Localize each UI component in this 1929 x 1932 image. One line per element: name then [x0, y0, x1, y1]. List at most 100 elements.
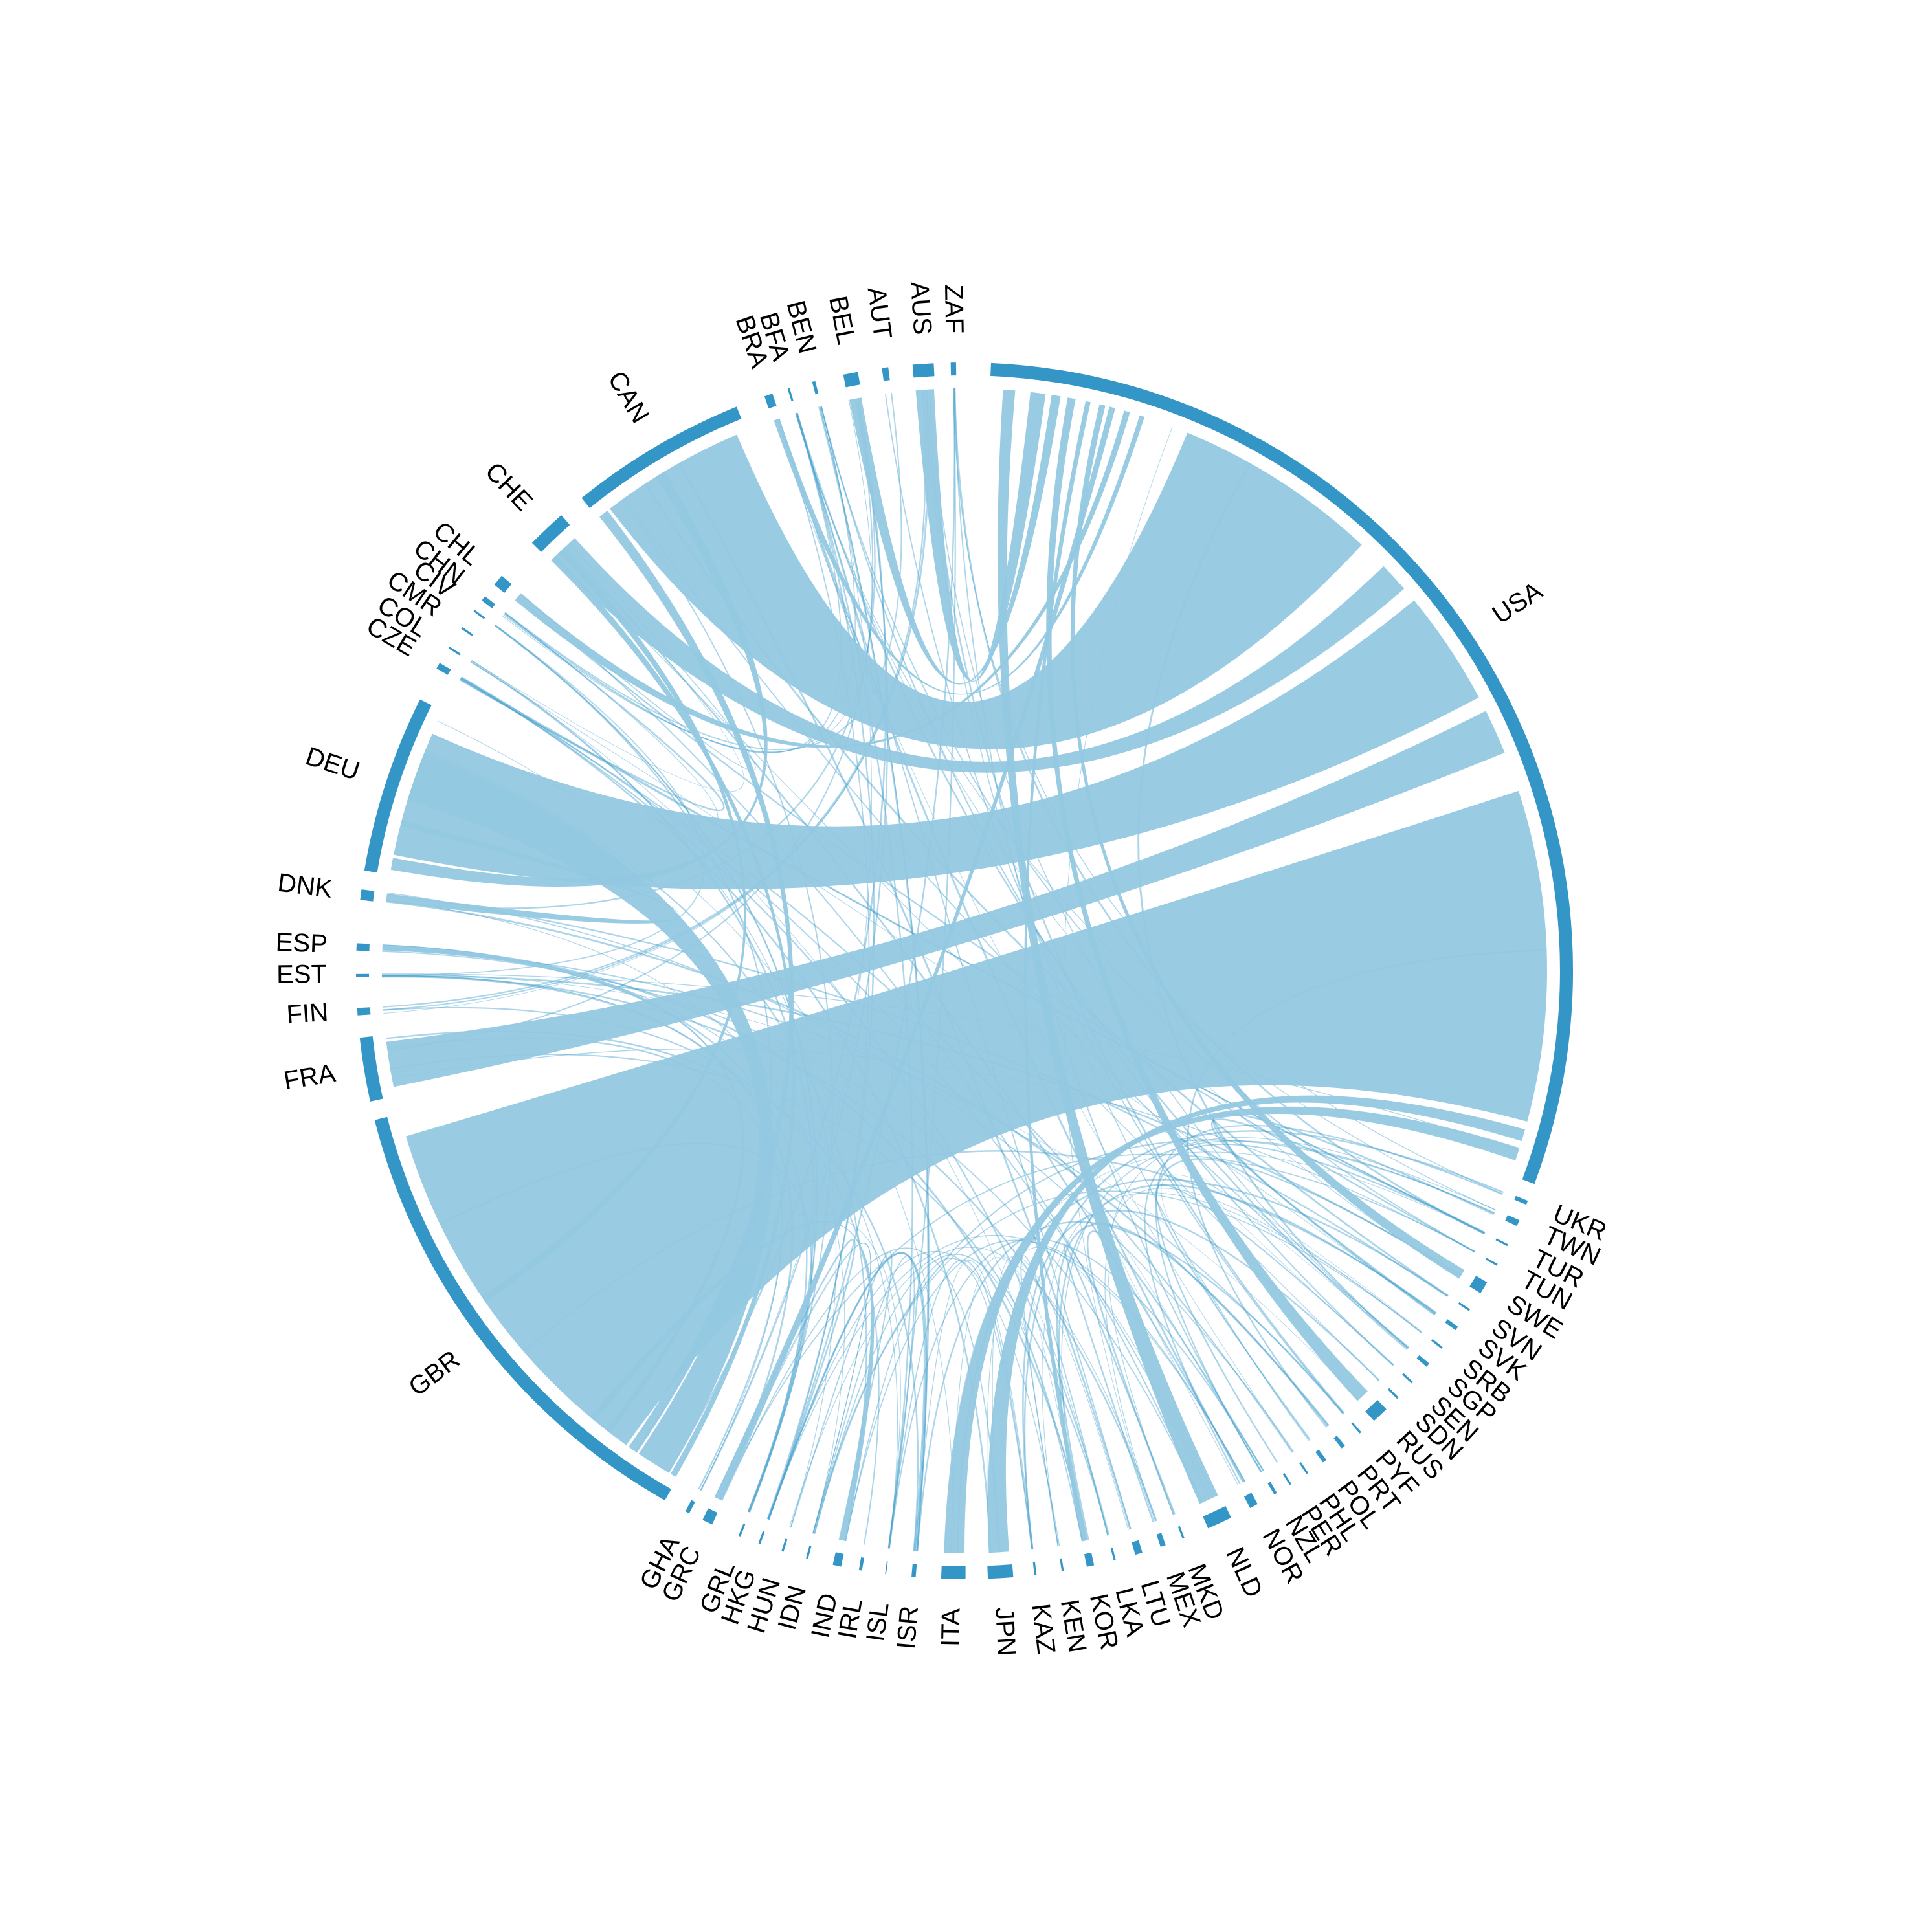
thread-srb-pol — [1161, 1174, 1422, 1441]
sector-arc-prt — [1333, 1436, 1345, 1449]
sector-arc-esp — [356, 943, 370, 951]
thread-nor-ind — [845, 1239, 1245, 1542]
sector-arc-pol — [1315, 1449, 1327, 1463]
sector-arc-swe — [1469, 1276, 1488, 1294]
sector-arc-ltu — [1132, 1540, 1143, 1555]
sector-arc-cmr — [461, 627, 473, 636]
sector-arc-che — [531, 515, 570, 552]
ribbon-usa-kor — [1024, 401, 1091, 1542]
sector-arc-nor — [1243, 1493, 1258, 1508]
sector-label-esp: ESP — [275, 928, 328, 959]
thread-isl-kaz — [887, 1259, 1033, 1550]
sector-arc-twn — [1505, 1215, 1520, 1227]
thread-prt-kor — [1056, 1223, 1329, 1540]
thread-idn-isl — [813, 1255, 915, 1549]
sector-arc-svn — [1458, 1302, 1471, 1311]
thread-kor-idn — [814, 1254, 1083, 1542]
sector-arc-irl — [858, 1557, 864, 1571]
thread-can-grl — [621, 499, 833, 1513]
sector-arc-lka — [1110, 1548, 1116, 1561]
ribbon-layer — [382, 389, 1547, 1554]
thread-hkg-zaf — [768, 388, 955, 1520]
sector-arc-mkd — [1177, 1526, 1185, 1539]
sector-arc-ind — [832, 1552, 844, 1567]
thread-can-sgp — [623, 497, 1410, 1348]
thread-chl-tun — [516, 597, 1475, 1253]
sector-arc-deu — [364, 699, 432, 873]
sector-arc-grl — [738, 1524, 746, 1537]
sector-arc-aus — [912, 363, 935, 378]
ribbon-gbr-deu — [407, 752, 774, 1473]
sector-arc-sgp — [1416, 1355, 1429, 1367]
sector-label-deu: DEU — [302, 742, 363, 786]
thread-kor-twn — [1061, 1140, 1495, 1542]
thread-grc-jpn — [721, 1247, 1001, 1553]
sector-arc-bfa — [787, 388, 794, 401]
sector-arc-phl — [1299, 1462, 1309, 1474]
sector-arc-pyf — [1351, 1422, 1361, 1434]
sector-arc-kor — [1084, 1552, 1095, 1567]
ribbon-usa-bra — [774, 415, 1145, 695]
sector-label-est: EST — [276, 960, 327, 989]
thread-cze-chn — [459, 612, 725, 812]
sector-arc-chl — [494, 575, 512, 593]
sector-layer — [356, 362, 1574, 1580]
sector-label-dnk: DNK — [276, 869, 335, 904]
thread-che-col — [471, 546, 744, 792]
thread-hkg-ken — [767, 1250, 1060, 1546]
sector-arc-isr — [911, 1564, 917, 1577]
sector-arc-mex — [1156, 1533, 1166, 1547]
sector-label-isl: ISL — [861, 1601, 894, 1643]
sector-arc-ken — [1060, 1558, 1064, 1571]
ribbon-usa-deu — [394, 600, 1479, 890]
thread-mex-twn — [1104, 1137, 1496, 1522]
sector-label-bel: BEL — [823, 294, 860, 348]
thread-hun-ind — [790, 1251, 893, 1540]
sector-arc-tur — [1495, 1238, 1508, 1247]
thread-swe-per — [1155, 1158, 1462, 1463]
sector-arc-grc — [702, 1508, 718, 1525]
sector-arc-ben — [812, 381, 819, 395]
thread-phl-bra — [774, 419, 1293, 1452]
thread-dnk-bel — [386, 397, 876, 909]
ribbon-usa-gbr — [406, 790, 1547, 1445]
sector-arc-bra — [764, 394, 777, 409]
thread-srb-mkd — [1107, 1188, 1422, 1515]
sector-label-aut: AUT — [862, 285, 897, 340]
sector-arc-civ — [473, 610, 485, 619]
thread-isr-hkg — [768, 1252, 928, 1552]
sector-arc-idn — [806, 1546, 812, 1559]
thread-hkg-nor — [768, 1234, 1245, 1520]
thread-nzl-ukr — [1155, 1124, 1503, 1473]
sector-label-gbr: GBR — [403, 1345, 465, 1402]
sector-label-fra: FRA — [282, 1059, 337, 1095]
thread-aut-pyf — [884, 394, 1344, 1414]
sector-label-usa: USA — [1488, 576, 1548, 629]
thread-pol-sen — [1155, 1184, 1394, 1441]
thread-isr-ben — [818, 406, 930, 1552]
thread-nzl-mkd — [1086, 1230, 1264, 1515]
sector-label-aus: AUS — [905, 281, 937, 336]
sector-label-fin: FIN — [285, 998, 329, 1029]
sector-arc-ita — [941, 1566, 966, 1580]
thread-pyf-isr — [916, 1221, 1344, 1552]
sector-label-irl: IRL — [833, 1596, 868, 1641]
sector-arc-cze — [436, 663, 451, 675]
thread-hkg-isr — [767, 1252, 926, 1551]
sector-arc-rus — [1365, 1399, 1387, 1421]
thread-ind-kaz — [845, 1257, 1032, 1550]
thread-idn-grc — [718, 1243, 871, 1534]
thread-tur-cze — [460, 678, 1485, 1234]
sector-arc-svk — [1445, 1319, 1458, 1331]
thread-zaf-isl — [887, 388, 956, 1549]
sector-arc-fin — [357, 1007, 371, 1016]
sector-arc-nld — [1203, 1505, 1232, 1529]
sector-label-can: CAN — [602, 366, 654, 428]
sector-arc-nzl — [1267, 1482, 1277, 1495]
ribbon-usa-bel — [849, 395, 1061, 685]
sector-label-nld: NLD — [1220, 1543, 1268, 1602]
thread-svk-tur — [1210, 1118, 1486, 1315]
sector-arc-fra — [359, 1036, 383, 1102]
sector-label-isr: ISR — [892, 1604, 924, 1650]
sector-arc-hun — [781, 1538, 788, 1552]
